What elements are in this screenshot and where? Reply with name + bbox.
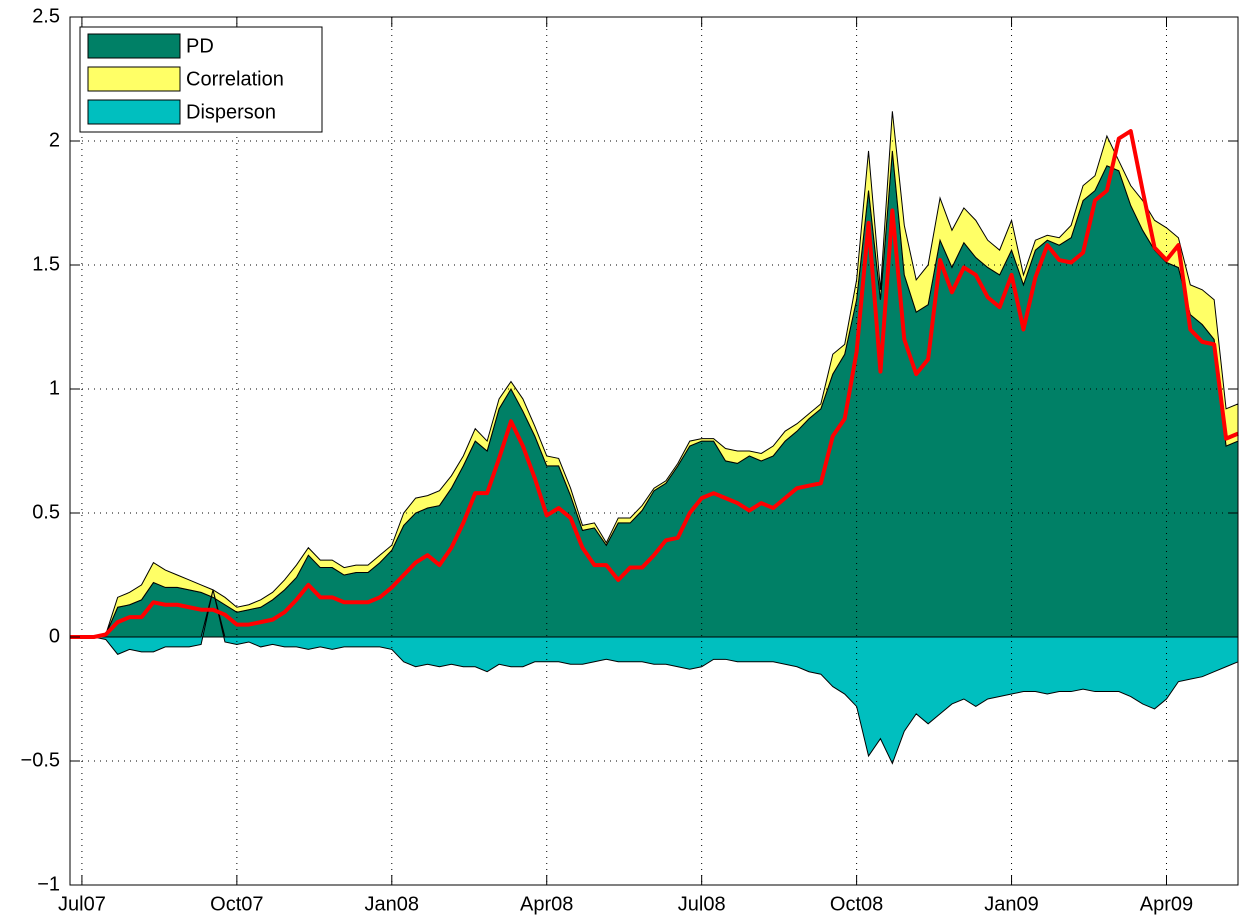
x-tick-label: Apr09 bbox=[1140, 893, 1193, 915]
y-tick-label: 1.5 bbox=[32, 253, 60, 275]
x-tick-label: Apr08 bbox=[520, 893, 573, 915]
y-tick-label: 0 bbox=[49, 625, 60, 647]
legend-swatch bbox=[87, 33, 181, 59]
legend-label: Correlation bbox=[186, 68, 284, 90]
y-tick-label: 1 bbox=[49, 377, 60, 399]
y-tick-label: 2.5 bbox=[32, 5, 60, 27]
legend-label: PD bbox=[186, 35, 214, 57]
x-tick-label: Jul07 bbox=[58, 893, 106, 915]
plot-frame bbox=[69, 16, 1239, 886]
line bbox=[70, 129, 1239, 639]
x-tick-label: Oct08 bbox=[830, 893, 883, 915]
y-tick-label: −0.5 bbox=[21, 749, 60, 771]
y-tick-label: 2 bbox=[49, 129, 60, 151]
y-tick-label: 0.5 bbox=[32, 501, 60, 523]
area bbox=[70, 150, 1239, 638]
x-tick-label: Jan09 bbox=[984, 893, 1039, 915]
y-tick-label: −1 bbox=[37, 873, 60, 895]
x-tick-label: Jan08 bbox=[365, 893, 420, 915]
legend-swatch bbox=[87, 99, 181, 125]
legend-swatch bbox=[87, 66, 181, 92]
x-tick-label: Jul08 bbox=[678, 893, 726, 915]
legend-label: Disperson bbox=[186, 101, 276, 123]
x-tick-label: Oct07 bbox=[210, 893, 263, 915]
